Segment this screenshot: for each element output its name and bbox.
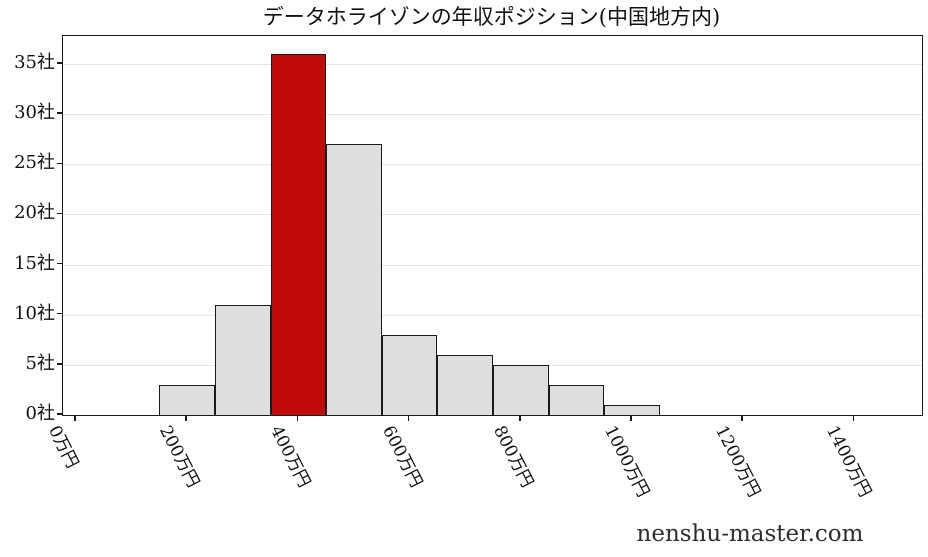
y-tick-label-0: 0社 [25,403,55,424]
bar-700万円 [437,354,493,415]
x-tick-label-1200: 1200万円 [711,422,765,501]
y-tick-label-20: 20社 [14,202,55,224]
y-tick-label-15: 15社 [14,252,55,274]
x-tick-mark-0 [74,415,76,421]
y-tick-mark-20 [57,212,62,215]
gridline-10 [63,314,922,316]
y-tick-mark-25 [57,162,62,165]
y-tick-label-5: 5社 [25,352,55,374]
bar-600万円 [381,334,438,415]
y-tick-mark-10 [57,312,62,315]
x-tick-mark-400 [296,415,299,421]
y-tick-mark-15 [57,262,62,265]
bar-highlighted-400万円 [270,54,327,415]
y-tick-mark-5 [57,363,62,365]
x-tick-label-1400: 1400万円 [822,422,876,501]
bar-500万円 [326,144,382,415]
y-tick-mark-0 [57,413,62,415]
y-tick-label-10: 10社 [14,302,55,324]
x-tick-mark-600 [407,415,410,421]
bar-300万円 [215,304,271,415]
bar-200万円 [159,384,215,415]
x-tick-label-1000: 1000万円 [600,422,653,501]
x-tick-mark-1400 [852,415,855,421]
x-tick-label-800: 800万円 [488,422,537,491]
bar-1000万円 [604,404,660,415]
x-tick-mark-800 [519,415,521,421]
y-tick-label-30: 30社 [14,102,55,124]
chart-title: データホライゾンの年収ポジション(中国地方内) [262,5,721,29]
y-tick-label-25: 25社 [14,152,55,174]
x-tick-label-200: 200万円 [155,422,204,491]
y-tick-mark-35 [57,62,62,64]
y-tick-mark-30 [57,112,62,114]
plot-area [62,35,923,416]
x-tick-mark-1000 [630,415,632,421]
x-tick-mark-1200 [741,415,743,421]
bar-900万円 [548,384,605,415]
y-tick-label-35: 35社 [14,52,55,74]
x-tick-label-600: 600万円 [377,422,426,491]
x-tick-label-400: 400万円 [266,422,315,491]
gridline-20 [63,214,922,216]
watermark-text: nenshu-master.com [636,521,864,547]
gridline-25 [63,164,922,166]
x-tick-label-0: 0万円 [44,422,83,472]
gridline-30 [63,114,922,116]
x-tick-mark-200 [185,415,187,421]
gridline-15 [63,264,922,266]
bar-800万円 [493,364,549,415]
gridline-35 [63,64,922,66]
